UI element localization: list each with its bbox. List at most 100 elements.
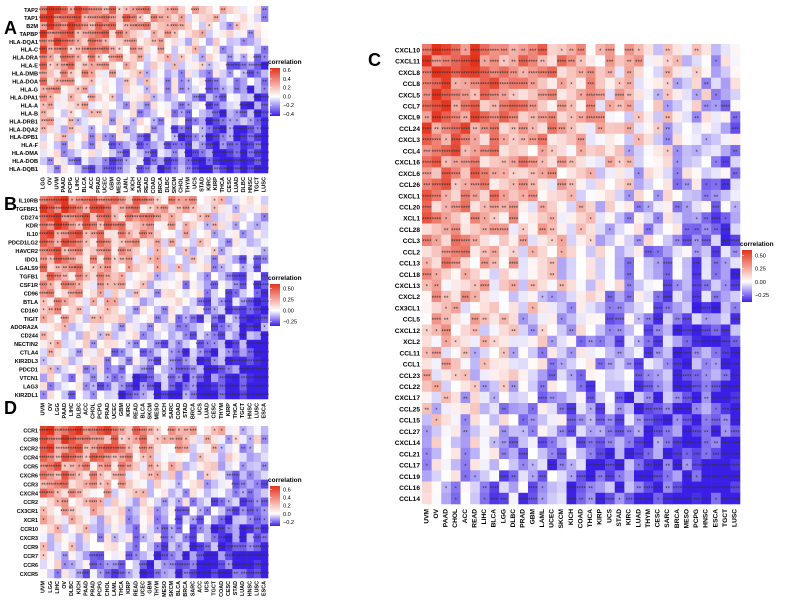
column-label: MESO	[155, 402, 161, 419]
heatmap-cell	[253, 305, 262, 315]
significance-mark: ****	[46, 120, 56, 126]
heatmap-cell	[576, 245, 587, 258]
heatmap-cell	[211, 272, 219, 281]
heatmap-cell	[246, 263, 255, 273]
heatmap-cell	[192, 69, 200, 78]
heatmap-cell	[441, 88, 452, 101]
heatmap-cell	[225, 452, 233, 463]
heatmap-cell	[643, 234, 654, 247]
significance-mark: ****	[682, 386, 692, 392]
heatmap-cell	[109, 165, 117, 174]
heatmap-cell	[566, 55, 577, 67]
heatmap-cell	[489, 212, 500, 224]
heatmap-cell	[97, 196, 105, 205]
significance-mark: ****	[470, 49, 480, 55]
significance-mark: ****	[260, 64, 270, 70]
heatmap-cell	[643, 44, 654, 56]
significance-mark: *	[146, 72, 149, 78]
heatmap-cell	[218, 434, 226, 445]
significance-mark: ****	[731, 386, 741, 392]
heatmap-cell	[576, 223, 587, 236]
heatmap-cell	[60, 29, 68, 39]
significance-mark: **	[511, 285, 516, 291]
heatmap-cell	[247, 13, 255, 23]
significance-mark: ****	[451, 240, 461, 246]
heatmap-cell	[40, 141, 48, 150]
significance-mark: ****	[673, 363, 683, 369]
heatmap-cell	[261, 101, 269, 110]
heatmap-cell	[81, 125, 89, 134]
heatmap-cell	[253, 434, 262, 445]
heatmap-cell	[146, 289, 155, 298]
heatmap-cell	[54, 238, 62, 248]
heatmap-cell	[136, 77, 144, 86]
significance-mark: ****	[711, 475, 721, 481]
heatmap-cell	[136, 93, 144, 102]
heatmap-cell	[82, 365, 91, 374]
significance-mark: *	[178, 199, 181, 205]
heatmap-cell	[118, 212, 126, 222]
heatmap-cell	[556, 302, 567, 314]
heatmap-cell	[102, 109, 110, 118]
significance-mark: **	[48, 351, 53, 357]
significance-mark: ****	[490, 139, 500, 145]
row-label: CCL1	[403, 362, 421, 369]
significance-mark: ****	[66, 40, 76, 46]
heatmap-cell	[203, 229, 212, 239]
heatmap-cell	[53, 21, 62, 31]
heatmap-cell	[226, 149, 234, 158]
significance-mark: ****	[203, 300, 213, 306]
heatmap-cell	[556, 88, 567, 101]
significance-mark: *	[57, 343, 60, 349]
heatmap-cell	[203, 297, 212, 307]
heatmap-cell	[161, 280, 169, 290]
heatmap-cell	[547, 324, 558, 337]
significance-mark: ****	[490, 49, 500, 55]
heatmap-cell	[239, 272, 247, 281]
heatmap-cell	[672, 44, 683, 56]
heatmap-cell	[205, 85, 214, 94]
heatmap-cell	[211, 255, 219, 264]
column-label: KICH	[130, 177, 136, 191]
heatmap-cell	[219, 37, 227, 47]
heatmap-cell	[122, 13, 131, 23]
heatmap-cell	[198, 141, 207, 150]
heatmap-cell	[260, 289, 269, 298]
significance-mark: ****	[231, 385, 241, 391]
heatmap-cell	[682, 245, 693, 258]
heatmap-cell	[691, 66, 702, 78]
heatmap-cell	[60, 21, 68, 31]
heatmap-cell	[441, 122, 452, 135]
significance-mark: *	[213, 343, 216, 349]
heatmap-cell	[40, 157, 48, 166]
heatmap-cell	[422, 133, 432, 146]
heatmap-cell	[261, 53, 269, 62]
heatmap-cell	[508, 358, 519, 370]
column-label: GBM	[110, 177, 116, 190]
heatmap-cell	[116, 93, 124, 102]
heatmap-cell	[192, 117, 200, 126]
heatmap-cell	[192, 157, 200, 166]
significance-mark: *	[185, 199, 188, 205]
significance-mark: ****	[605, 464, 615, 470]
heatmap-cell	[253, 356, 262, 366]
significance-mark: **	[84, 447, 89, 453]
column-label: PAAD	[62, 403, 68, 418]
heatmap-cell	[653, 156, 664, 168]
heatmap-cell	[441, 201, 452, 213]
significance-mark: *	[715, 60, 718, 66]
heatmap-cell	[154, 443, 162, 454]
heatmap-cell	[508, 391, 519, 404]
heatmap-cell	[109, 45, 117, 55]
significance-mark: *	[229, 24, 232, 30]
heatmap-cell	[556, 346, 567, 359]
heatmap-cell	[260, 280, 269, 290]
heatmap-cell	[161, 212, 169, 222]
significance-mark: ****	[663, 453, 673, 459]
significance-mark: **	[83, 32, 88, 38]
significance-mark: **	[665, 49, 670, 55]
significance-mark: **	[559, 430, 564, 436]
significance-mark: **	[41, 334, 46, 340]
significance-mark: ****	[60, 233, 70, 239]
